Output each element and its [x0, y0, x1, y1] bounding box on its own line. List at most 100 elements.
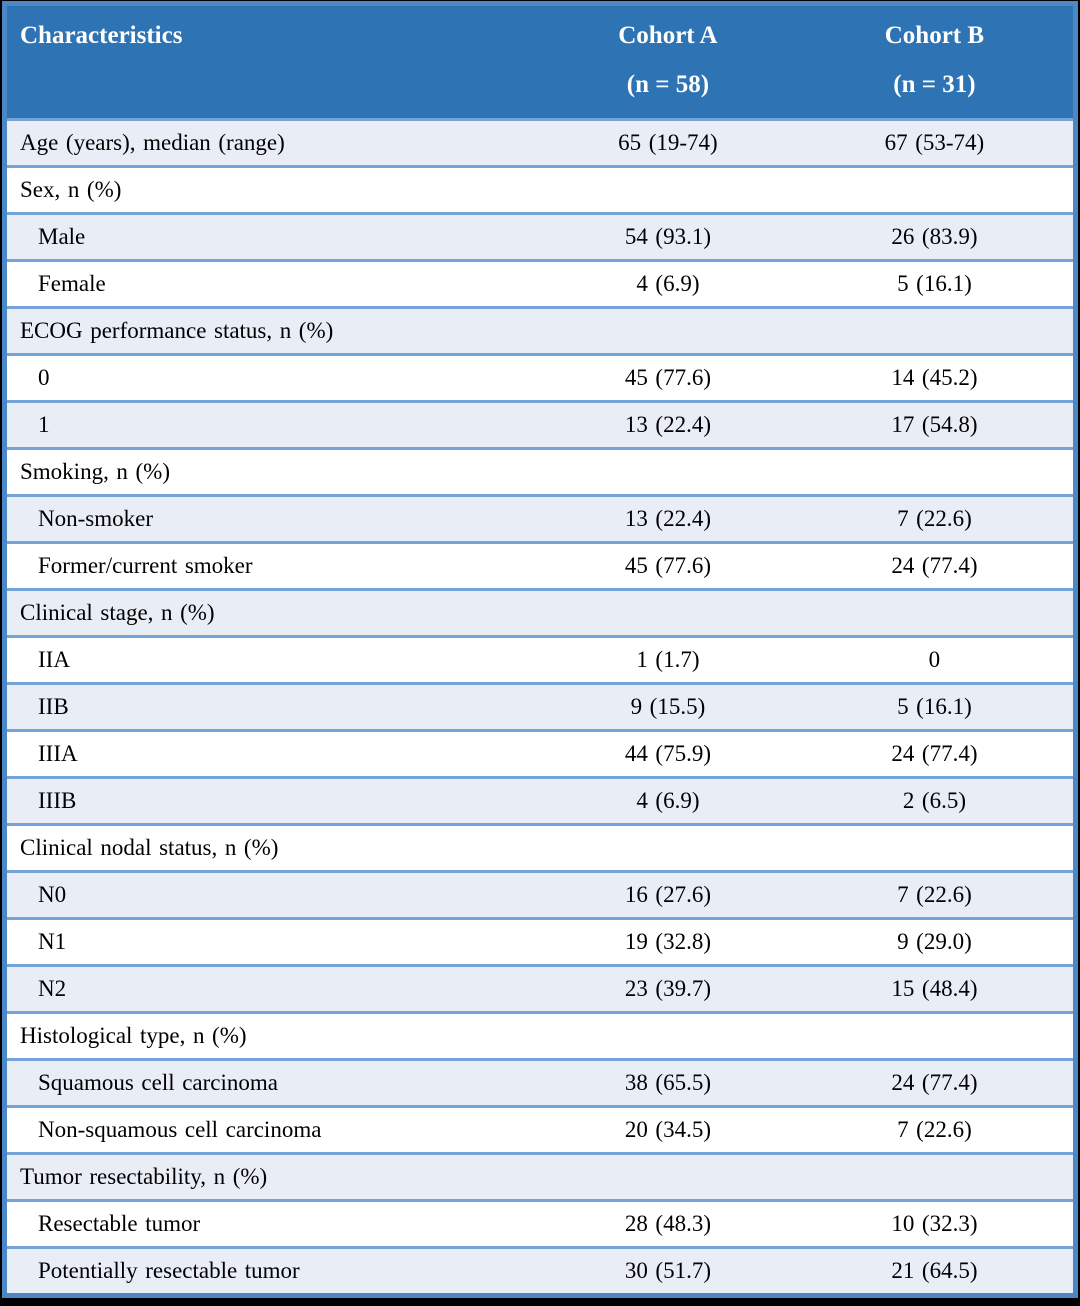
section-row: Clinical stage, n (%): [7, 589, 1073, 638]
cohort-a-value: 45 (77.6): [540, 354, 796, 403]
cohort-b-value: 5 (16.1): [795, 683, 1073, 732]
cohort-b-value: 10 (32.3): [795, 1200, 1073, 1249]
table-row: Squamous cell carcinoma 38 (65.5) 24 (77.4…: [7, 1059, 1073, 1108]
row-label: Age (years), median (range): [7, 119, 540, 168]
cohort-a-value: 1 (1.7): [540, 636, 796, 685]
cohort-a-value: 28 (48.3): [540, 1200, 796, 1249]
cohort-b-label: Cohort B: [884, 22, 985, 49]
cohort-a-value: 54 (93.1): [540, 213, 796, 262]
cohort-a-value: [540, 166, 796, 215]
cohort-a-n: (n = 58): [626, 71, 710, 98]
cohort-b-value: 9 (29.0): [795, 918, 1073, 967]
cohort-b-value: [795, 1012, 1073, 1061]
cohort-b-value: 26 (83.9): [795, 213, 1073, 262]
row-label: 1: [7, 401, 540, 450]
row-label: IIIB: [7, 777, 540, 826]
cohort-a-value: 4 (6.9): [540, 260, 796, 309]
cohort-b-value: 7 (22.6): [795, 1106, 1073, 1155]
table-row: Potentially resectable tumor 30 (51.7) 21 …: [7, 1247, 1073, 1293]
row-label: Non-smoker: [7, 495, 540, 544]
row-label: Potentially resectable tumor: [7, 1247, 540, 1293]
table-row: IIIB 4 (6.9) 2 (6.5): [7, 777, 1073, 826]
table-body: Age (years), median (range) 65 (19-74) 67 …: [7, 119, 1073, 1293]
section-row: Clinical nodal status, n (%): [7, 824, 1073, 873]
table-row: Male 54 (93.1) 26 (83.9): [7, 213, 1073, 262]
characteristics-table: Characteristics Cohort A (n = 58) Cohort…: [7, 6, 1073, 1293]
table-row: Non-squamous cell carcinoma 20 (34.5) 7 (2…: [7, 1106, 1073, 1155]
row-label: Female: [7, 260, 540, 309]
cohort-a-value: 23 (39.7): [540, 965, 796, 1014]
cohort-a-value: [540, 448, 796, 497]
cohort-a-value: 38 (65.5): [540, 1059, 796, 1108]
row-label: IIIA: [7, 730, 540, 779]
cohort-b-value: [795, 589, 1073, 638]
section-label: Clinical stage, n (%): [7, 589, 540, 638]
cohort-a-value: 65 (19-74): [540, 119, 796, 168]
section-row: Smoking, n (%): [7, 448, 1073, 497]
cohort-a-value: [540, 1012, 796, 1061]
cohort-b-value: [795, 166, 1073, 215]
section-row: Histological type, n (%): [7, 1012, 1073, 1061]
cohort-b-value: 24 (77.4): [795, 730, 1073, 779]
section-label: ECOG performance status, n (%): [7, 307, 540, 356]
cohort-b-n: (n = 31): [893, 71, 976, 98]
section-row: ECOG performance status, n (%): [7, 307, 1073, 356]
cohort-b-value: [795, 1153, 1073, 1202]
row-label: IIA: [7, 636, 540, 685]
section-label: Tumor resectability, n (%): [7, 1153, 540, 1202]
table-row: Former/current smoker 45 (77.6) 24 (77.4): [7, 542, 1073, 591]
cohort-b-value: 7 (22.6): [795, 495, 1073, 544]
cohort-a-value: 30 (51.7): [540, 1247, 796, 1293]
row-label: N0: [7, 871, 540, 920]
row-label: 0: [7, 354, 540, 403]
cohort-a-value: [540, 1153, 796, 1202]
row-label: Male: [7, 213, 540, 262]
table-row: Age (years), median (range) 65 (19-74) 67 …: [7, 119, 1073, 168]
cohort-a-value: 19 (32.8): [540, 918, 796, 967]
column-header-characteristics: Characteristics: [7, 6, 540, 121]
cohort-a-value: 44 (75.9): [540, 730, 796, 779]
section-label: Clinical nodal status, n (%): [7, 824, 540, 873]
cohort-a-value: [540, 589, 796, 638]
section-label: Smoking, n (%): [7, 448, 540, 497]
section-label: Histological type, n (%): [7, 1012, 540, 1061]
cohort-b-value: 67 (53-74): [795, 119, 1073, 168]
row-label: N1: [7, 918, 540, 967]
table-row: Resectable tumor 28 (48.3) 10 (32.3): [7, 1200, 1073, 1249]
row-label: Former/current smoker: [7, 542, 540, 591]
cohort-a-value: 13 (22.4): [540, 495, 796, 544]
cohort-b-value: 21 (64.5): [795, 1247, 1073, 1293]
cohort-b-value: 5 (16.1): [795, 260, 1073, 309]
cohort-b-value: 0: [795, 636, 1073, 685]
cohort-b-value: 24 (77.4): [795, 1059, 1073, 1108]
table-row: IIIA 44 (75.9) 24 (77.4): [7, 730, 1073, 779]
row-label: Non-squamous cell carcinoma: [7, 1106, 540, 1155]
table-header: Characteristics Cohort A (n = 58) Cohort…: [7, 6, 1073, 121]
cohort-b-value: [795, 307, 1073, 356]
cohort-b-value: 7 (22.6): [795, 871, 1073, 920]
table-row: Non-smoker 13 (22.4) 7 (22.6): [7, 495, 1073, 544]
row-label: Resectable tumor: [7, 1200, 540, 1249]
cohort-a-value: 4 (6.9): [540, 777, 796, 826]
table-row: 1 13 (22.4) 17 (54.8): [7, 401, 1073, 450]
cohort-a-value: 16 (27.6): [540, 871, 796, 920]
cohort-a-value: [540, 824, 796, 873]
cohort-a-value: 20 (34.5): [540, 1106, 796, 1155]
cohort-b-value: 24 (77.4): [795, 542, 1073, 591]
column-header-cohort-a: Cohort A (n = 58): [540, 6, 796, 121]
cohort-b-value: 17 (54.8): [795, 401, 1073, 450]
cohort-b-value: 15 (48.4): [795, 965, 1073, 1014]
cohort-b-value: 2 (6.5): [795, 777, 1073, 826]
cohort-a-value: 45 (77.6): [540, 542, 796, 591]
table-row: N1 19 (32.8) 9 (29.0): [7, 918, 1073, 967]
table-row: IIB 9 (15.5) 5 (16.1): [7, 683, 1073, 732]
table-row: N2 23 (39.7) 15 (48.4): [7, 965, 1073, 1014]
section-row: Sex, n (%): [7, 166, 1073, 215]
row-label: IIB: [7, 683, 540, 732]
table-row: 0 45 (77.6) 14 (45.2): [7, 354, 1073, 403]
row-label: Squamous cell carcinoma: [7, 1059, 540, 1108]
cohort-a-label: Cohort A: [618, 22, 718, 49]
cohort-a-value: [540, 307, 796, 356]
cohort-b-value: 14 (45.2): [795, 354, 1073, 403]
